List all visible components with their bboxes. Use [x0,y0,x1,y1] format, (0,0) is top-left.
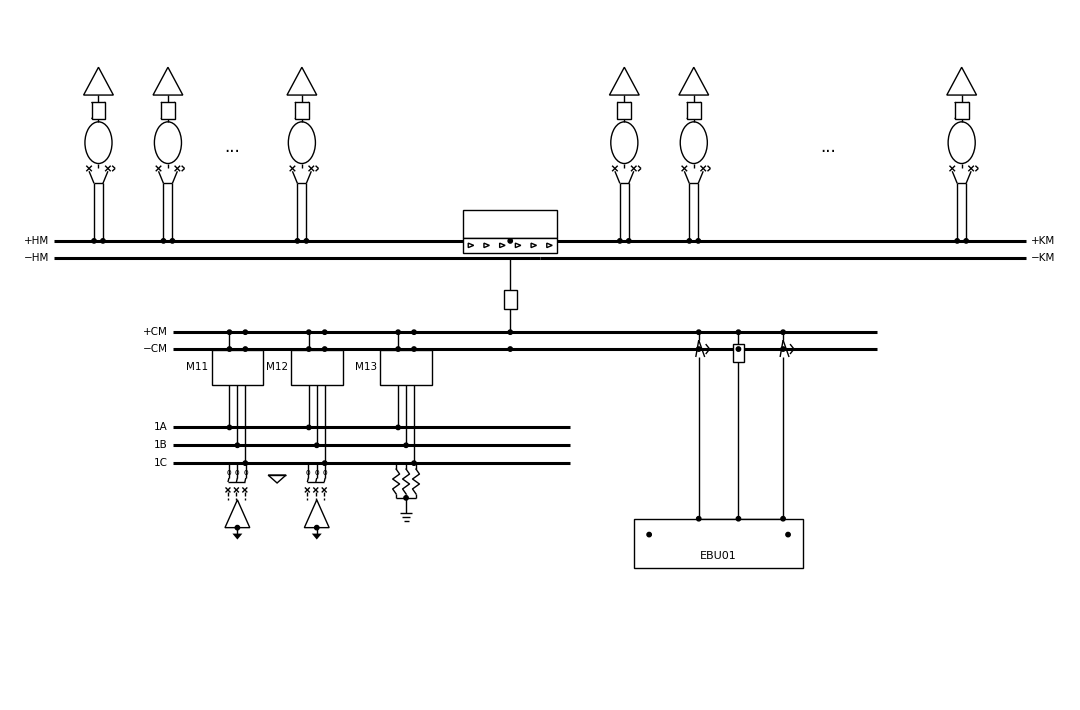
Text: o: o [243,468,248,477]
Bar [634,519,802,568]
Circle shape [243,461,247,465]
Circle shape [697,330,701,334]
Bar [463,210,557,238]
Circle shape [964,239,969,243]
Bar [380,350,432,385]
Text: ...: ... [225,138,241,155]
Text: 1A: 1A [154,422,167,432]
Circle shape [697,239,701,243]
Circle shape [404,496,408,500]
Bar [955,102,969,119]
Circle shape [92,239,96,243]
Text: ~: ~ [249,368,259,381]
Bar [463,238,557,253]
Circle shape [737,347,741,351]
Circle shape [647,532,651,537]
Text: ~: ~ [328,368,339,381]
Polygon shape [312,534,322,540]
Text: +CM: +CM [143,327,167,337]
Text: o: o [323,468,327,477]
Circle shape [161,239,165,243]
Circle shape [786,532,791,537]
Circle shape [323,330,327,334]
Bar [92,102,106,119]
Circle shape [737,330,741,334]
Circle shape [737,517,741,521]
Circle shape [697,347,701,351]
Circle shape [955,239,959,243]
Circle shape [307,425,311,430]
Circle shape [396,330,401,334]
Text: −KM: −KM [1031,253,1055,263]
Circle shape [314,525,319,530]
Text: 1C: 1C [154,458,167,468]
Circle shape [314,443,319,447]
Text: −: − [384,355,394,365]
Bar [503,290,516,310]
Text: 1B: 1B [154,440,167,450]
Circle shape [626,239,631,243]
Circle shape [396,347,401,351]
Bar [212,350,264,385]
Circle shape [411,330,416,334]
Text: o: o [227,468,231,477]
Text: o: o [235,468,240,477]
Circle shape [227,347,231,351]
Text: o: o [314,468,319,477]
Circle shape [396,425,401,430]
Text: ~: ~ [418,368,428,381]
Text: M11: M11 [187,362,208,373]
Circle shape [307,330,311,334]
Circle shape [508,347,512,351]
Text: M13: M13 [355,362,377,373]
Circle shape [227,425,231,430]
Circle shape [323,347,327,351]
Circle shape [100,239,105,243]
Circle shape [243,347,247,351]
Circle shape [235,525,240,530]
Circle shape [235,443,240,447]
Circle shape [508,330,512,334]
Text: −HM: −HM [24,253,49,263]
Circle shape [781,347,785,351]
Polygon shape [232,534,242,540]
Circle shape [411,347,416,351]
Text: −: − [295,355,305,365]
Circle shape [227,330,231,334]
Circle shape [781,330,785,334]
Bar [291,350,342,385]
Text: ...: ... [820,138,836,155]
Text: 控制器: 控制器 [501,219,519,229]
Circle shape [508,239,512,243]
Text: −: − [216,355,226,365]
Text: EBU01: EBU01 [700,551,737,561]
Circle shape [307,347,311,351]
Circle shape [404,443,408,447]
Circle shape [305,239,309,243]
Bar [687,102,701,119]
Circle shape [781,517,785,521]
Circle shape [171,239,175,243]
Text: +HM: +HM [24,236,49,246]
Text: +KM: +KM [1031,236,1055,246]
Bar [618,102,632,119]
Circle shape [618,239,622,243]
Circle shape [295,239,299,243]
Bar [733,344,744,362]
Circle shape [687,239,691,243]
Circle shape [243,330,247,334]
Circle shape [411,461,416,465]
Text: M12: M12 [266,362,288,373]
Circle shape [697,517,701,521]
Bar [161,102,175,119]
Text: o: o [306,468,311,477]
Bar [295,102,309,119]
Circle shape [323,461,327,465]
Text: −CM: −CM [143,344,167,354]
